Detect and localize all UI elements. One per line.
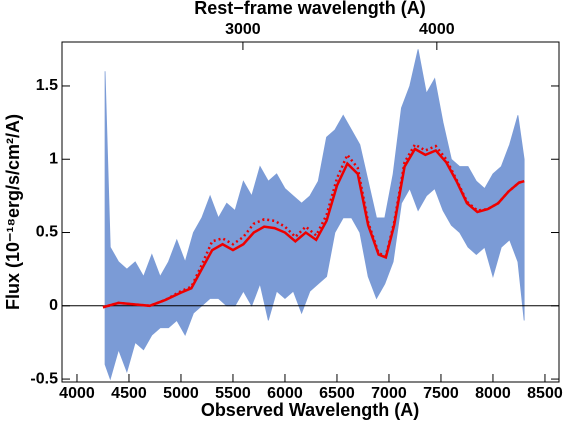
x-tick-label: 6500	[319, 385, 355, 402]
y-tick-label: 1.5	[36, 77, 58, 94]
flux-band	[104, 49, 525, 381]
top-axis-title: Rest−frame wavelength (A)	[194, 0, 426, 18]
y-tick-label: 1	[49, 150, 58, 167]
x-tick-label: 6000	[267, 385, 303, 402]
y-tick-label: 0	[49, 297, 58, 314]
x-tick-label: 5000	[163, 385, 199, 402]
x-tick-label: 7500	[423, 385, 459, 402]
x-tick-label: 8000	[475, 385, 511, 402]
x-tick-label: 8500	[527, 385, 563, 402]
plot-frame	[61, 41, 560, 383]
top-x-tick-label: 4000	[419, 21, 455, 38]
model-line	[102, 147, 525, 309]
x-axis-title: Observed Wavelength (A)	[201, 400, 419, 420]
x-tick-label: 4500	[111, 385, 147, 402]
y-axis-title: Flux (10⁻¹⁸erg/s/cm²/A)	[3, 114, 23, 310]
model-line	[102, 142, 525, 309]
x-tick-label: 7000	[371, 385, 407, 402]
top-x-tick-label: 3000	[225, 21, 261, 38]
y-tick-label: -0.5	[30, 370, 58, 387]
x-tick-label: 4000	[59, 385, 95, 402]
x-tick-label: 5500	[215, 385, 251, 402]
y-tick-label: 0.5	[36, 224, 58, 241]
